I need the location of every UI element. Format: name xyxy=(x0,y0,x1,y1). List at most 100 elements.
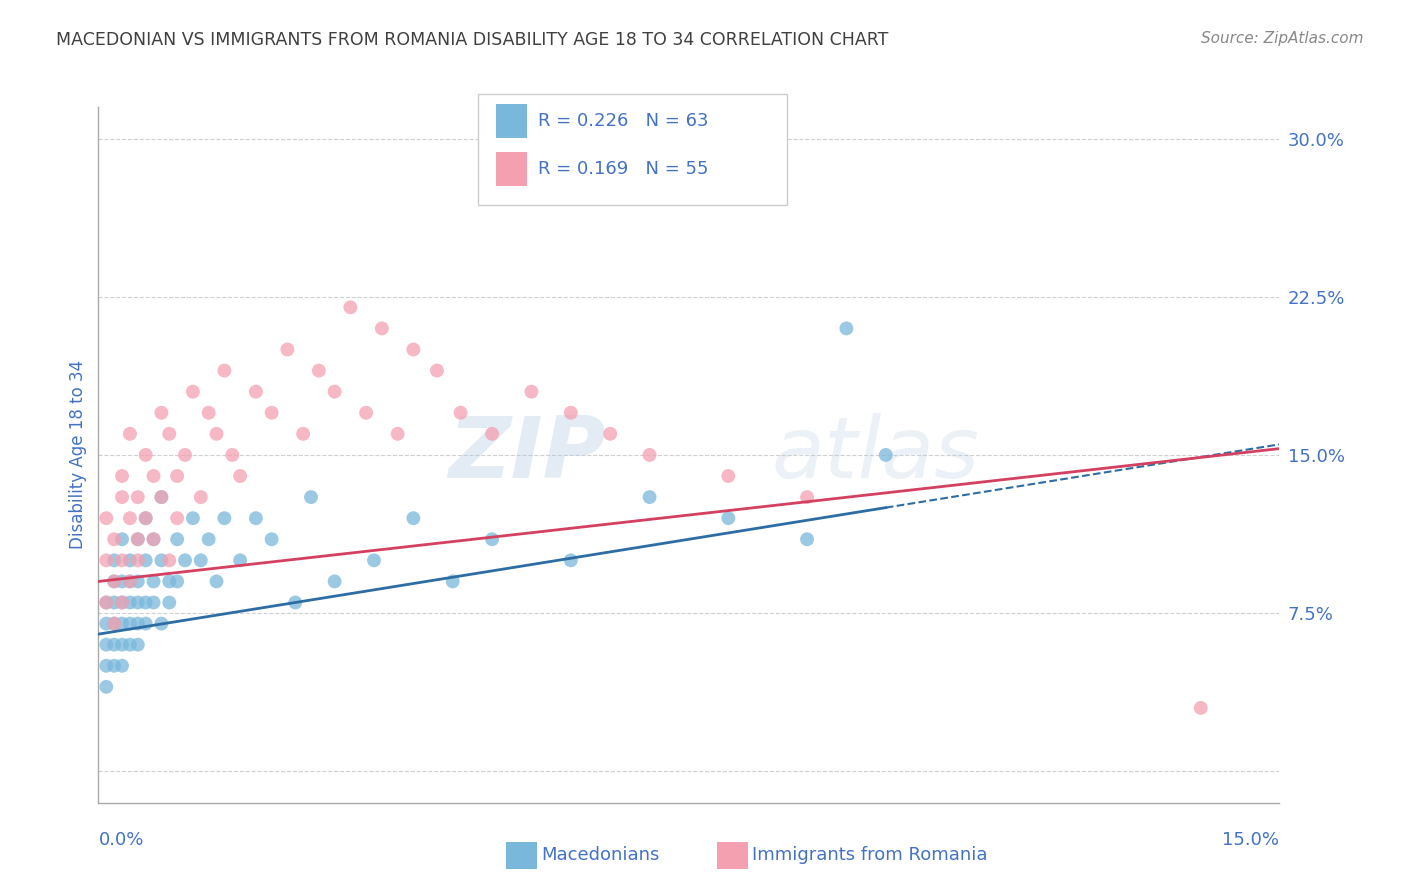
Point xyxy=(111,638,134,652)
Point xyxy=(190,553,212,567)
Point xyxy=(339,301,361,315)
Point xyxy=(127,574,149,589)
Point xyxy=(481,533,503,547)
Point xyxy=(371,321,394,335)
Point xyxy=(103,595,125,609)
Point xyxy=(96,616,118,631)
Point xyxy=(118,553,141,567)
Point xyxy=(103,616,125,631)
Point xyxy=(875,448,897,462)
Point xyxy=(276,343,298,357)
Point xyxy=(481,426,503,441)
Point xyxy=(599,426,621,441)
Point xyxy=(796,533,818,547)
Y-axis label: Disability Age 18 to 34: Disability Age 18 to 34 xyxy=(69,360,87,549)
Point xyxy=(166,469,188,483)
Point xyxy=(111,533,134,547)
Point xyxy=(150,490,173,504)
Point xyxy=(96,680,118,694)
Point xyxy=(96,553,118,567)
Point xyxy=(181,511,204,525)
Point xyxy=(638,448,661,462)
Point xyxy=(150,406,173,420)
Point xyxy=(157,553,180,567)
Point xyxy=(387,426,409,441)
Point xyxy=(229,469,252,483)
Point xyxy=(111,595,134,609)
Point xyxy=(127,553,149,567)
Point xyxy=(166,511,188,525)
Point xyxy=(221,448,243,462)
Point xyxy=(157,595,180,609)
Point xyxy=(111,616,134,631)
Text: Immigrants from Romania: Immigrants from Romania xyxy=(752,847,987,864)
Point xyxy=(135,616,157,631)
Text: ZIP: ZIP xyxy=(449,413,606,497)
Point xyxy=(111,469,134,483)
Point xyxy=(717,511,740,525)
Text: MACEDONIAN VS IMMIGRANTS FROM ROMANIA DISABILITY AGE 18 TO 34 CORRELATION CHART: MACEDONIAN VS IMMIGRANTS FROM ROMANIA DI… xyxy=(56,31,889,49)
Point xyxy=(103,574,125,589)
Point xyxy=(441,574,464,589)
Text: R = 0.226   N = 63: R = 0.226 N = 63 xyxy=(538,112,709,129)
Point xyxy=(142,533,165,547)
Point xyxy=(103,553,125,567)
Point xyxy=(103,638,125,652)
Point xyxy=(292,426,315,441)
Point xyxy=(111,595,134,609)
Text: R = 0.169   N = 55: R = 0.169 N = 55 xyxy=(538,160,709,178)
Point xyxy=(363,553,385,567)
Point xyxy=(96,638,118,652)
Point xyxy=(245,511,267,525)
Point xyxy=(260,406,283,420)
Text: 15.0%: 15.0% xyxy=(1222,830,1279,848)
Point xyxy=(157,426,180,441)
Point xyxy=(127,490,149,504)
Point xyxy=(127,638,149,652)
Point xyxy=(111,553,134,567)
Text: Macedonians: Macedonians xyxy=(541,847,659,864)
Point xyxy=(118,574,141,589)
Point xyxy=(103,658,125,673)
Point xyxy=(135,511,157,525)
Point xyxy=(127,533,149,547)
Point xyxy=(520,384,543,399)
Point xyxy=(127,595,149,609)
Point xyxy=(1189,701,1212,715)
Point xyxy=(284,595,307,609)
Point xyxy=(560,553,582,567)
Point xyxy=(103,574,125,589)
Point xyxy=(260,533,283,547)
Point xyxy=(103,616,125,631)
Point xyxy=(127,533,149,547)
Point xyxy=(96,658,118,673)
Point xyxy=(142,595,165,609)
Point xyxy=(402,343,425,357)
Point xyxy=(150,616,173,631)
Point xyxy=(323,574,346,589)
Point xyxy=(96,595,118,609)
Point xyxy=(135,595,157,609)
Text: atlas: atlas xyxy=(772,413,980,497)
Point xyxy=(214,511,236,525)
Point xyxy=(323,384,346,399)
Point xyxy=(450,406,472,420)
Point xyxy=(150,490,173,504)
Point xyxy=(638,490,661,504)
Point xyxy=(717,469,740,483)
Point xyxy=(205,574,228,589)
Point xyxy=(157,574,180,589)
Point xyxy=(190,490,212,504)
Point xyxy=(118,616,141,631)
Point xyxy=(96,595,118,609)
Point xyxy=(197,533,219,547)
Point xyxy=(197,406,219,420)
Point xyxy=(118,574,141,589)
Point xyxy=(835,321,858,335)
Point xyxy=(96,511,118,525)
Point xyxy=(308,363,330,377)
Text: Source: ZipAtlas.com: Source: ZipAtlas.com xyxy=(1201,31,1364,46)
Point xyxy=(205,426,228,441)
Point xyxy=(181,384,204,399)
Point xyxy=(229,553,252,567)
